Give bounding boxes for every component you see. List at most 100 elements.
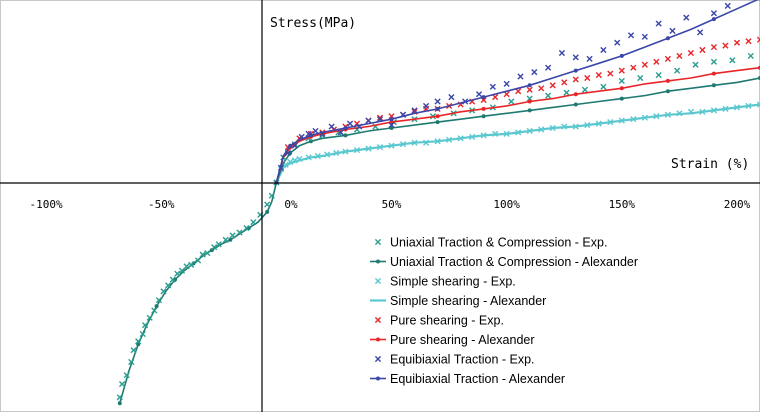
legend-label: Simple shearing - Exp.	[390, 275, 516, 289]
data-point	[422, 102, 430, 110]
data-point	[538, 126, 545, 133]
data-point	[561, 79, 568, 86]
series-7-marker	[527, 83, 532, 88]
data-point	[517, 73, 524, 80]
legend-entry: Pure shearing - Alexander	[370, 333, 535, 347]
x-tick-label: 50%	[382, 198, 402, 211]
legend: Uniaxial Traction & Compression - Exp. Un…	[370, 236, 638, 386]
data-point	[305, 130, 312, 137]
data-point	[284, 149, 291, 157]
data-point	[305, 154, 312, 161]
data-point	[607, 119, 614, 126]
data-point	[618, 117, 625, 124]
data-point	[641, 61, 648, 68]
data-point	[722, 105, 729, 112]
legend-entry: Uniaxial Traction & Compression - Alexan…	[370, 255, 638, 269]
data-point	[618, 77, 625, 85]
data-point	[687, 49, 695, 57]
series-1-marker	[117, 401, 122, 406]
data-point	[337, 129, 344, 136]
data-point	[314, 152, 321, 160]
data-point	[178, 267, 186, 274]
data-point	[365, 145, 372, 152]
data-point	[123, 372, 130, 379]
series-5-marker	[527, 99, 532, 104]
legend-label: Equibiaxial Traction - Exp.	[390, 353, 535, 367]
data-point	[545, 64, 552, 71]
data-point	[637, 74, 644, 82]
data-point	[563, 89, 570, 96]
data-point	[475, 91, 483, 98]
data-point	[722, 42, 729, 49]
data-point	[531, 69, 538, 76]
data-point	[399, 141, 407, 148]
data-point	[222, 236, 229, 243]
data-point	[445, 136, 453, 143]
series-7-marker	[619, 53, 624, 58]
data-point	[526, 127, 533, 135]
data-point	[600, 46, 607, 54]
data-point	[250, 219, 257, 226]
data-point	[492, 130, 499, 137]
data-point	[595, 71, 602, 79]
series-1-marker	[573, 102, 578, 107]
series-1-marker	[228, 237, 233, 242]
data-point	[268, 192, 275, 199]
data-point	[655, 20, 662, 27]
legend-entry: Equibiaxial Traction - Exp.	[374, 353, 535, 367]
data-point	[538, 85, 545, 92]
data-point	[653, 58, 660, 65]
data-point	[130, 347, 137, 354]
data-point	[733, 104, 741, 111]
legend-entry: Uniaxial Traction & Compression - Exp.	[374, 236, 607, 250]
data-point	[243, 224, 250, 232]
data-point	[545, 92, 552, 99]
data-point	[699, 46, 706, 54]
data-point	[287, 158, 294, 165]
data-point	[600, 83, 607, 90]
data-point	[745, 38, 752, 45]
data-point	[710, 58, 718, 65]
data-point	[356, 123, 363, 130]
data-point	[376, 144, 384, 151]
data-point	[630, 64, 637, 71]
data-point	[630, 116, 637, 123]
series-5-marker	[435, 114, 440, 119]
series-7-marker	[481, 95, 486, 100]
x-tick-label: 0%	[284, 198, 298, 211]
data-point	[199, 251, 206, 258]
data-point	[480, 132, 487, 139]
tick-labels: -100% -50% 0% 50% 100% 150% 200%	[29, 198, 750, 211]
data-point	[174, 270, 181, 277]
data-point	[710, 10, 718, 17]
data-point	[169, 276, 176, 283]
legend-swatch-dot	[376, 376, 380, 381]
data-point	[411, 139, 418, 146]
data-point	[724, 2, 731, 9]
legend-swatch-dot	[376, 259, 380, 264]
series-1-marker	[343, 133, 348, 138]
data-point	[376, 116, 384, 123]
data-point	[697, 29, 704, 36]
series-7-marker	[573, 68, 578, 73]
legend-swatch-marker	[374, 277, 382, 285]
data-point	[756, 101, 760, 108]
legend-swatch-marker	[374, 316, 382, 324]
data-point	[558, 49, 566, 57]
data-point	[376, 114, 384, 121]
data-point	[116, 394, 123, 401]
data-point	[323, 151, 331, 158]
data-point	[448, 94, 455, 101]
data-point	[729, 57, 736, 64]
data-point	[353, 146, 361, 154]
series-7-marker	[435, 106, 440, 111]
data-point	[584, 74, 591, 82]
data-point	[614, 39, 621, 46]
data-point	[627, 32, 635, 39]
data-point	[346, 120, 354, 127]
x-tick-label: 100%	[493, 198, 520, 211]
data-point	[277, 164, 285, 171]
data-point	[365, 117, 372, 124]
